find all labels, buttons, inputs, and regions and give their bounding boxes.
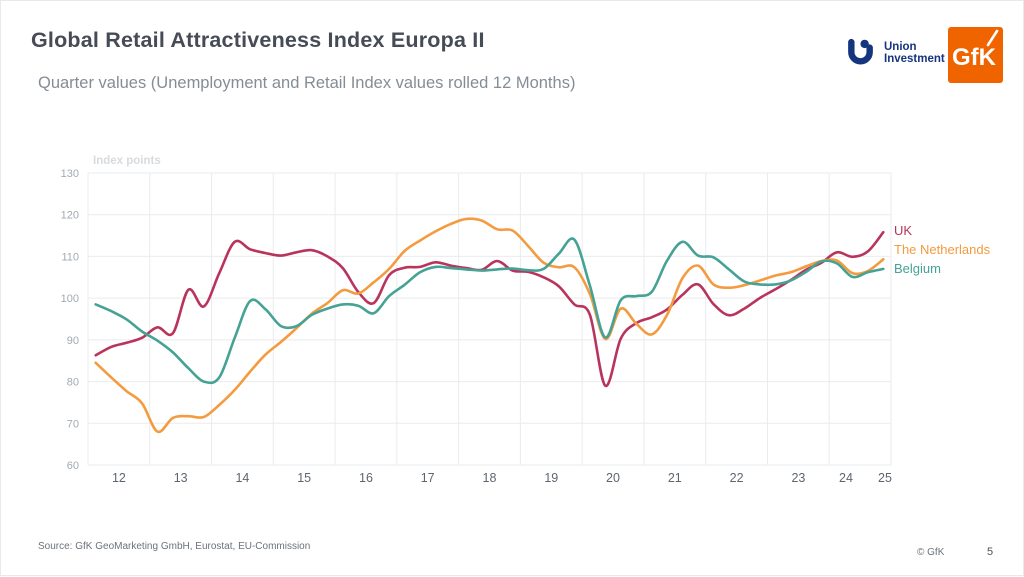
svg-text:80: 80 [67, 377, 79, 389]
svg-text:110: 110 [61, 251, 79, 263]
svg-text:17: 17 [421, 471, 435, 485]
svg-text:24: 24 [839, 471, 853, 485]
svg-text:13: 13 [174, 471, 188, 485]
union-investment-logo: Union Investment [844, 37, 945, 76]
svg-text:16: 16 [359, 471, 373, 485]
svg-text:20: 20 [606, 471, 620, 485]
svg-text:19: 19 [544, 471, 558, 485]
source-note: Source: GfK GeoMarketing GmbH, Eurostat,… [38, 541, 311, 552]
union-wordmark-line1: Union [884, 41, 917, 53]
svg-text:18: 18 [483, 471, 497, 485]
svg-text:60: 60 [67, 460, 79, 472]
svg-text:14: 14 [235, 471, 249, 485]
svg-text:100: 100 [61, 293, 79, 305]
union-wordmark-line2: Investment [884, 53, 945, 65]
svg-text:130: 130 [61, 168, 79, 180]
copyright-note: © GfK [917, 547, 945, 558]
svg-text:21: 21 [668, 471, 682, 485]
gfk-logo: GfK [948, 27, 1003, 83]
svg-text:22: 22 [730, 471, 744, 485]
chart-subtitle: Quarter values (Unemployment and Retail … [38, 74, 576, 92]
union-investment-wordmark: Union Investment [884, 37, 945, 65]
legend-item-belgium: Belgium [894, 261, 941, 276]
chart-legend: UK The Netherlands Belgium [894, 221, 990, 278]
page-number: 5 [987, 546, 994, 558]
svg-text:25: 25 [878, 471, 892, 485]
svg-text:Index points: Index points [93, 155, 161, 167]
svg-text:120: 120 [61, 210, 79, 222]
gfk-wordmark: GfK [952, 44, 997, 71]
legend-item-uk: UK [894, 223, 913, 238]
svg-text:15: 15 [297, 471, 311, 485]
legend-item-netherlands: The Netherlands [894, 242, 991, 257]
svg-text:70: 70 [67, 418, 79, 430]
page-title: Global Retail Attractiveness Index Europ… [31, 28, 485, 52]
svg-text:12: 12 [112, 471, 126, 485]
union-investment-icon [844, 37, 877, 76]
svg-text:90: 90 [67, 335, 79, 347]
svg-text:23: 23 [791, 471, 805, 485]
